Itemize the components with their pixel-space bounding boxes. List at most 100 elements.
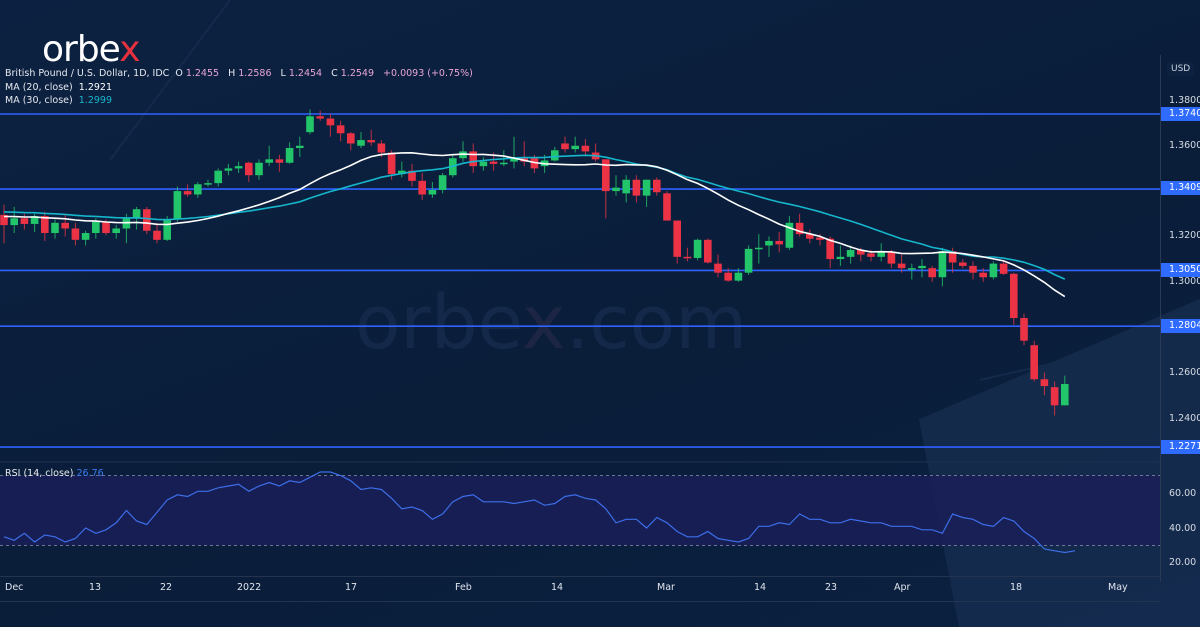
candle[interactable]	[204, 179, 212, 187]
candle[interactable]	[908, 263, 916, 280]
time-label: 2022	[237, 582, 262, 593]
candle[interactable]	[479, 157, 488, 171]
candle[interactable]	[928, 265, 936, 282]
candle[interactable]	[622, 175, 630, 203]
candle[interactable]	[836, 245, 845, 266]
candle[interactable]	[71, 222, 80, 246]
candle[interactable]	[1061, 375, 1069, 406]
candle[interactable]	[887, 250, 896, 269]
candle[interactable]	[693, 238, 702, 261]
level-tag: 1.3409	[1161, 181, 1200, 195]
candle[interactable]	[224, 163, 233, 176]
candle[interactable]	[612, 175, 620, 196]
candle[interactable]	[245, 161, 253, 183]
candle[interactable]	[571, 136, 579, 153]
candle[interactable]	[255, 159, 263, 180]
candle[interactable]	[143, 206, 151, 235]
candle[interactable]	[663, 191, 671, 221]
candle[interactable]	[326, 114, 335, 137]
candle[interactable]	[704, 238, 712, 264]
candle[interactable]	[918, 259, 926, 278]
candle[interactable]	[765, 236, 773, 257]
candle[interactable]	[398, 161, 406, 178]
candle[interactable]	[194, 182, 202, 198]
ma20-line[interactable]	[3, 151, 1066, 298]
candle[interactable]	[979, 268, 987, 282]
candle[interactable]	[357, 132, 365, 149]
candle[interactable]	[316, 110, 324, 121]
candle[interactable]	[561, 136, 569, 153]
candle[interactable]	[969, 261, 977, 280]
candle[interactable]	[41, 211, 49, 241]
time-label: 14	[551, 582, 564, 593]
candle[interactable]	[724, 268, 732, 282]
candle[interactable]	[551, 146, 559, 162]
candle[interactable]	[459, 141, 467, 162]
candle[interactable]	[642, 179, 651, 207]
candle[interactable]	[1050, 381, 1059, 416]
candle[interactable]	[938, 247, 947, 287]
candle[interactable]	[673, 220, 681, 264]
candle[interactable]	[581, 138, 590, 155]
candle[interactable]	[785, 216, 794, 251]
rsi-legend[interactable]: RSI (14, close) 26.76	[5, 468, 104, 479]
candle[interactable]	[428, 182, 437, 198]
candle[interactable]	[81, 230, 90, 246]
candle[interactable]	[683, 247, 692, 262]
ma20-legend[interactable]: MA (20, close) 1.2921	[5, 81, 113, 93]
candle[interactable]	[214, 168, 222, 187]
candle[interactable]	[959, 259, 967, 269]
candle[interactable]	[795, 213, 804, 237]
candle[interactable]	[591, 143, 600, 162]
candle[interactable]	[806, 229, 814, 244]
price-axis[interactable]	[1160, 55, 1200, 582]
candle[interactable]	[10, 206, 18, 234]
time-axis[interactable]	[0, 576, 1160, 602]
candle[interactable]	[632, 175, 641, 203]
rsi-line[interactable]	[3, 471, 1076, 554]
candle[interactable]	[51, 218, 59, 239]
price-tick: 1.3800	[1169, 95, 1200, 106]
candle[interactable]	[1020, 313, 1028, 346]
ma30-line[interactable]	[3, 154, 1066, 280]
candle[interactable]	[744, 245, 753, 275]
candle[interactable]	[0, 204, 8, 244]
time-label: 17	[345, 582, 358, 593]
candle[interactable]	[999, 261, 1008, 275]
candle[interactable]	[510, 136, 518, 169]
candle[interactable]	[755, 234, 763, 264]
candle[interactable]	[418, 172, 426, 201]
candle[interactable]	[846, 245, 855, 264]
candle[interactable]	[714, 254, 722, 278]
candle[interactable]	[1030, 340, 1038, 382]
candle[interactable]	[653, 177, 661, 196]
candle[interactable]	[1040, 372, 1049, 396]
candle[interactable]	[275, 154, 284, 172]
candle[interactable]	[336, 120, 345, 142]
candle[interactable]	[285, 142, 294, 164]
candle[interactable]	[520, 141, 528, 167]
candle[interactable]	[469, 143, 477, 173]
candle[interactable]	[602, 159, 610, 219]
candle[interactable]	[775, 231, 783, 253]
candle[interactable]	[265, 145, 273, 167]
candle[interactable]	[173, 186, 182, 222]
candle[interactable]	[734, 268, 743, 282]
candle[interactable]	[408, 163, 416, 187]
candle[interactable]	[153, 222, 161, 244]
candle[interactable]	[183, 184, 192, 197]
candle[interactable]	[347, 132, 355, 151]
candle[interactable]	[367, 129, 375, 146]
candle[interactable]	[438, 172, 447, 194]
candle[interactable]	[296, 136, 304, 158]
candle[interactable]	[1010, 272, 1018, 325]
candle[interactable]	[897, 254, 906, 273]
candle[interactable]	[234, 161, 243, 173]
candle[interactable]	[989, 261, 998, 280]
ma30-legend[interactable]: MA (30, close) 1.2999	[5, 95, 113, 106]
candle[interactable]	[826, 236, 834, 269]
candle[interactable]	[112, 225, 120, 239]
candle[interactable]	[306, 109, 314, 135]
currency-label[interactable]: USD	[1167, 62, 1195, 76]
